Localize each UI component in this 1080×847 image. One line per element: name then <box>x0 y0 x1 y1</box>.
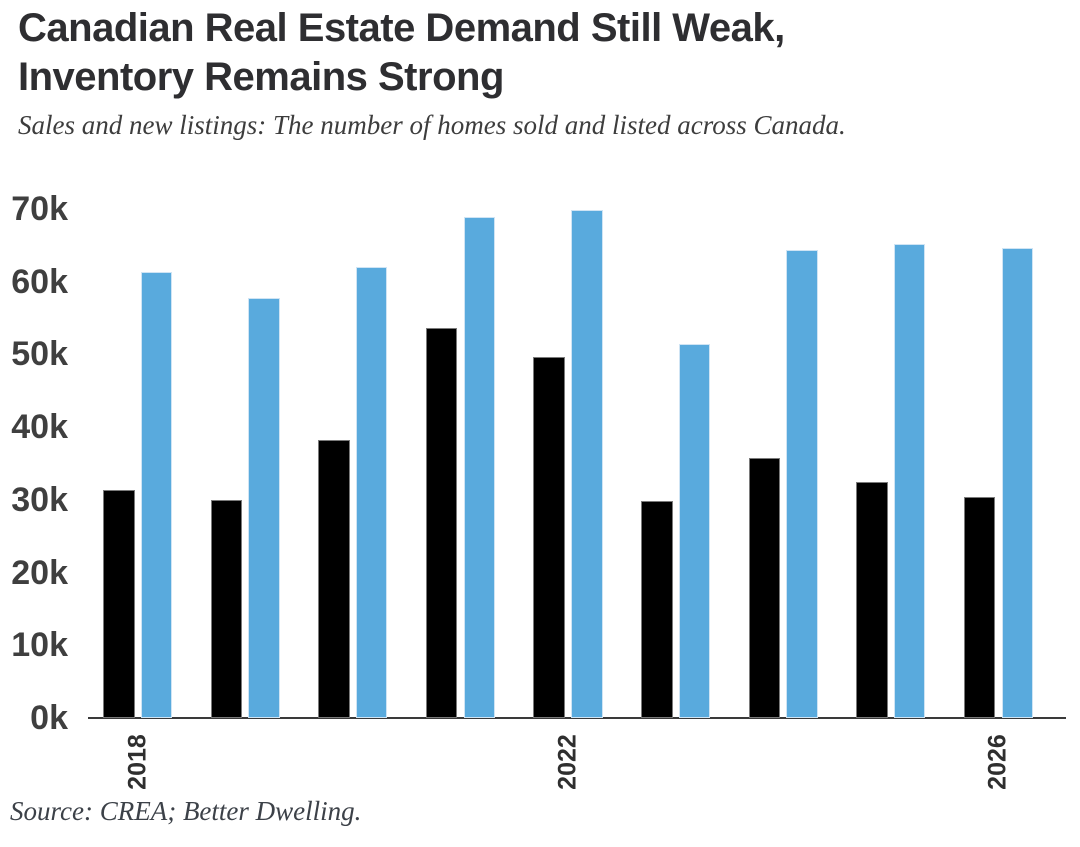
y-axis-tick-40k: 40k <box>11 408 68 447</box>
x-axis-line <box>88 717 1066 719</box>
bar-sales-2023 <box>641 500 673 718</box>
bar-sales-2019 <box>210 499 243 718</box>
bar-new-listings-2025 <box>893 243 926 718</box>
x-axis-tick-2022: 2022 <box>553 734 582 790</box>
chart-title-line1: Canadian Real Estate Demand Still Weak, <box>18 6 785 50</box>
y-axis-tick-0k: 0k <box>30 699 68 737</box>
bar-sales-2025 <box>856 482 888 718</box>
chart-title: Canadian Real Estate Demand Still Weak, … <box>18 4 785 102</box>
bar-new-listings-2026 <box>1001 247 1033 718</box>
bar-new-listings-2019 <box>248 298 280 718</box>
bar-sales-2021 <box>425 327 458 718</box>
y-axis-tick-10k: 10k <box>11 626 68 665</box>
chart-title-line2: Inventory Remains Strong <box>18 55 504 99</box>
y-axis-tick-30k: 30k <box>11 480 68 519</box>
bar-new-listings-2020 <box>355 267 388 718</box>
bar-new-listings-2021 <box>463 216 495 718</box>
y-axis-tick-60k: 60k <box>11 262 68 301</box>
x-axis-tick-2018: 2018 <box>123 734 152 790</box>
y-axis-tick-70k: 70k <box>11 190 68 228</box>
bar-sales-2026 <box>963 496 996 718</box>
bar-sales-2024 <box>748 458 781 718</box>
y-axis-tick-20k: 20k <box>11 553 68 592</box>
bar-sales-2022 <box>533 357 565 718</box>
chart-subtitle: Sales and new listings: The number of ho… <box>18 110 846 140</box>
bar-sales-2020 <box>318 440 350 718</box>
bar-new-listings-2023 <box>678 343 711 718</box>
bar-new-listings-2018 <box>140 271 173 718</box>
source-note: Source: CREA; Better Dwelling. <box>10 796 362 826</box>
y-axis-tick-50k: 50k <box>11 335 68 374</box>
bar-sales-2018 <box>103 490 135 718</box>
bar-new-listings-2022 <box>571 209 603 718</box>
bar-new-listings-2024 <box>786 249 818 718</box>
x-axis-tick-2026: 2026 <box>983 734 1012 790</box>
